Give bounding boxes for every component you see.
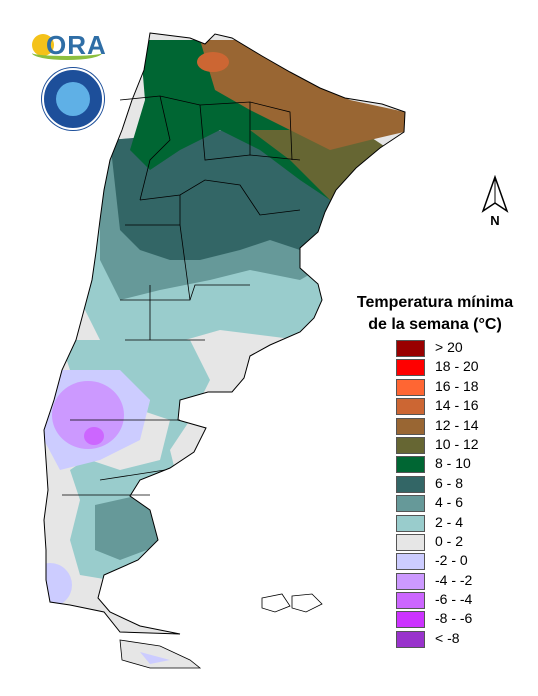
- ora-logo-text: ORA: [46, 30, 107, 60]
- legend-swatch: [396, 592, 425, 610]
- legend-swatch: [396, 359, 425, 377]
- legend-title: Temperatura mínima de la semana (°C): [340, 292, 530, 336]
- north-arrow: N: [480, 174, 510, 231]
- legend-swatch: [396, 456, 425, 474]
- legend-swatch: [396, 495, 425, 513]
- legend-label: 16 - 18: [435, 377, 479, 394]
- smn-emblem-inner: [56, 82, 90, 116]
- north-arrow-icon: [481, 174, 509, 213]
- legend-label: 2 - 4: [435, 513, 464, 530]
- legend-swatch: [396, 533, 425, 551]
- legend-label: -4 - -2: [435, 571, 473, 588]
- legend-swatch: [396, 572, 425, 590]
- legend-label: -6 - -4: [435, 591, 473, 608]
- legend-swatch: [396, 417, 425, 435]
- ora-logo: ORA: [32, 28, 106, 62]
- legend-label: -2 - 0: [435, 552, 468, 569]
- legend-swatch: [396, 436, 425, 454]
- legend-label: < -8: [435, 629, 460, 646]
- malvinas-islands: [261, 593, 323, 613]
- legend-label: -8 - -6: [435, 610, 473, 627]
- legend-swatch: [396, 340, 425, 357]
- legend-label: 4 - 6: [435, 494, 464, 511]
- legend-label: 8 - 10: [435, 455, 471, 472]
- smn-emblem-icon: [42, 68, 104, 130]
- legend-title-line2: de la semana (°C): [368, 316, 502, 333]
- north-letter: N: [490, 213, 500, 228]
- legend: Temperatura mínima de la semana (°C) > 2…: [340, 292, 530, 648]
- legend-swatch: [396, 611, 425, 629]
- legend-swatch: [396, 398, 425, 416]
- swoosh-icon: [32, 46, 102, 60]
- tierra-del-fuego: [119, 639, 202, 669]
- legend-swatch: [396, 475, 425, 493]
- legend-label: 12 - 14: [435, 416, 479, 433]
- legend-label: 6 - 8: [435, 474, 464, 491]
- legend-label: 18 - 20: [435, 358, 479, 375]
- legend-swatch: [396, 514, 425, 532]
- legend-swatch: [396, 630, 425, 648]
- legend-label: > 20: [435, 339, 463, 355]
- legend-swatch: [396, 378, 425, 396]
- province-borders: [62, 95, 301, 496]
- tierra-del-fuego-cold-patch: [140, 652, 170, 664]
- legend-title-line1: Temperatura mínima: [356, 294, 514, 311]
- legend-swatch: [396, 553, 425, 571]
- legend-label: 10 - 12: [435, 435, 479, 452]
- legend-label: 0 - 2: [435, 532, 464, 549]
- legend-label: 14 - 16: [435, 397, 479, 414]
